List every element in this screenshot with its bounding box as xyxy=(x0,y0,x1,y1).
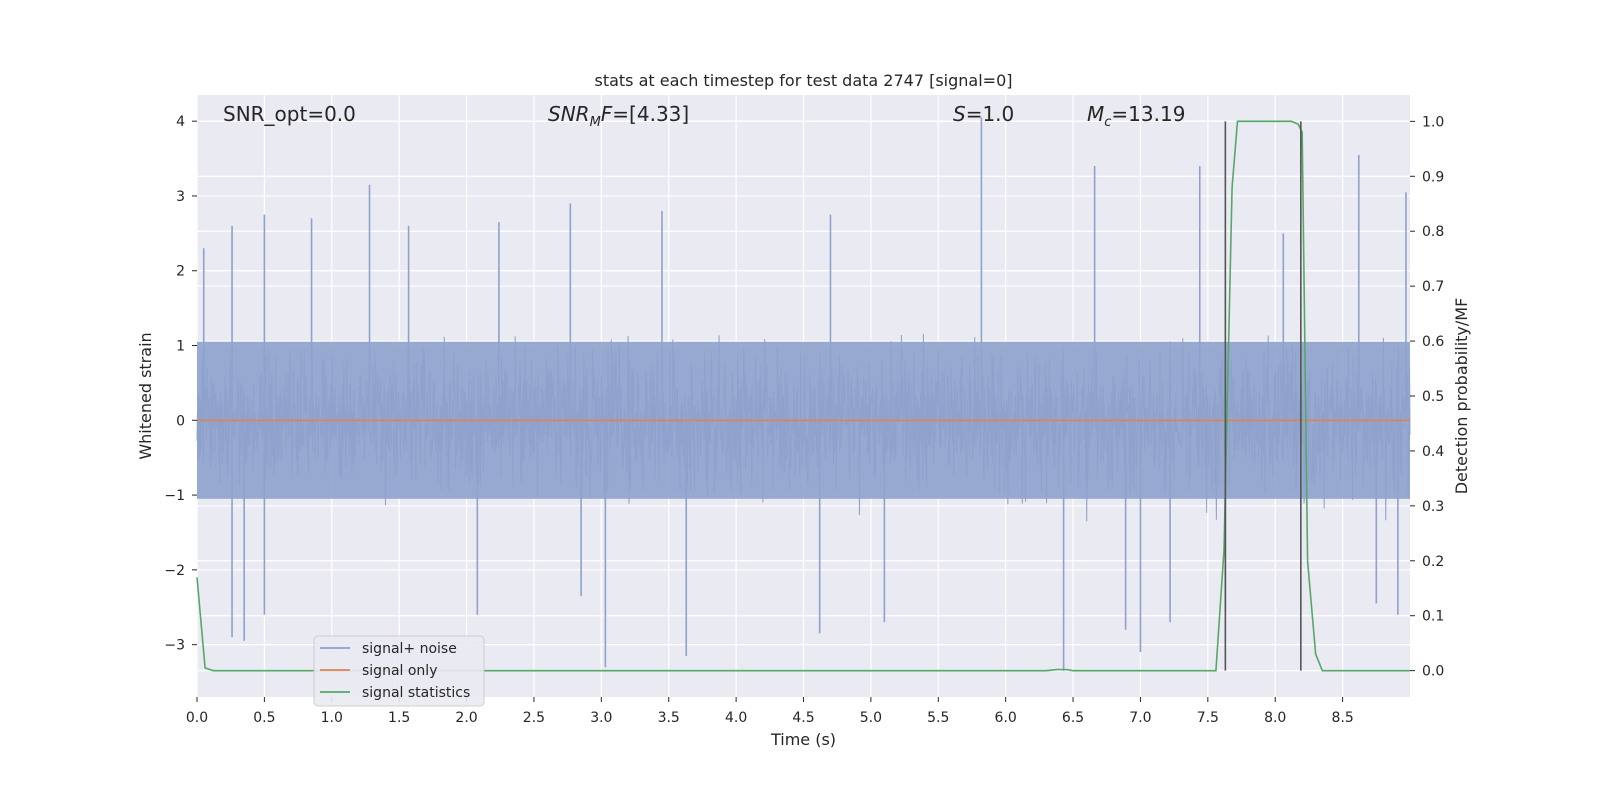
annotation-s: S=1.0 xyxy=(953,102,1014,126)
x-tick-label: 0.0 xyxy=(186,710,208,726)
legend-label: signal only xyxy=(362,663,437,679)
x-tick-label: 0.5 xyxy=(253,710,275,726)
annotation-mc-symbol: M xyxy=(1087,102,1104,126)
y-right-tick-label: 0.5 xyxy=(1422,389,1444,405)
x-tick-label: 6.0 xyxy=(995,710,1017,726)
legend-box xyxy=(313,635,485,707)
x-tick-label: 4.5 xyxy=(792,710,814,726)
x-axis-label: Time (s) xyxy=(770,730,836,749)
y-right-tick-label: 0.7 xyxy=(1422,279,1444,295)
legend-label: signal+ noise xyxy=(362,641,457,657)
annotation-snr-opt: SNR_opt=0.0 xyxy=(223,102,356,126)
annotation-mc-value: =13.19 xyxy=(1111,102,1185,126)
x-tick-label: 5.5 xyxy=(927,710,949,726)
annotation-s-symbol: S xyxy=(953,102,966,126)
y-left-tick-label: −3 xyxy=(164,638,185,654)
x-tick-label: 1.5 xyxy=(388,710,410,726)
chart-title: stats at each timestep for test data 274… xyxy=(594,71,1012,90)
y-left-tick-label: 0 xyxy=(176,413,185,429)
annotation-snr-mf-tail: F xyxy=(601,102,613,126)
annotation-snr-mf-symbol: SNR xyxy=(548,102,590,126)
x-tick-label: 2.5 xyxy=(523,710,545,726)
x-tick-label: 5.0 xyxy=(860,710,882,726)
y-left-tick-label: 3 xyxy=(176,189,185,205)
x-tick-label: 4.0 xyxy=(725,710,747,726)
annotation-snr-mf: SNRMF=[4.33] xyxy=(548,102,689,130)
y-right-tick-label: 0.6 xyxy=(1422,334,1444,350)
annotation-mc-subscript: c xyxy=(1104,115,1111,130)
x-tick-label: 2.0 xyxy=(455,710,477,726)
y-right-tick-label: 0.1 xyxy=(1422,609,1444,625)
x-tick-label: 3.5 xyxy=(658,710,680,726)
y-right-tick-label: 0.3 xyxy=(1422,499,1444,515)
x-tick-label: 7.0 xyxy=(1129,710,1151,726)
x-tick-label: 6.5 xyxy=(1062,710,1084,726)
y-right-tick-label: 0.2 xyxy=(1422,554,1444,570)
y-right-tick-label: 0.9 xyxy=(1422,169,1444,185)
x-tick-label: 8.0 xyxy=(1264,710,1286,726)
y-axis-right-label: Detection probability/MF xyxy=(1452,298,1471,495)
legend: signal+ noise signal only signal statistic… xyxy=(313,635,485,707)
x-tick-label: 7.5 xyxy=(1197,710,1219,726)
annotation-snr-mf-subscript: M xyxy=(590,115,601,130)
annotation-mc: Mc=13.19 xyxy=(1087,102,1185,130)
y-left-tick-label: −1 xyxy=(164,488,185,504)
y-right-tick-label: 0.4 xyxy=(1422,444,1444,460)
legend-label: signal statistics xyxy=(362,685,470,701)
ticks-layer: 0.0 0.5 1.0 1.5 2.0 2.5 3.0 3.5 4.0 4.5 5.0 5.5 6.0 6… xyxy=(164,114,1444,726)
x-tick-label: 3.0 xyxy=(590,710,612,726)
y-left-tick-label: −2 xyxy=(164,563,185,579)
annotation-snr-mf-value: =[4.33] xyxy=(612,102,689,126)
y-left-tick-label: 4 xyxy=(176,114,185,130)
y-axis-left-label: Whitened strain xyxy=(136,332,155,459)
y-right-tick-label: 0.8 xyxy=(1422,224,1444,240)
x-tick-label: 1.0 xyxy=(321,710,343,726)
y-left-tick-label: 1 xyxy=(176,339,185,355)
y-right-tick-label: 1.0 xyxy=(1422,114,1444,130)
x-tick-label: 8.5 xyxy=(1331,710,1353,726)
y-right-tick-label: 0.0 xyxy=(1422,664,1444,680)
annotation-s-value: =1.0 xyxy=(966,102,1015,126)
y-left-tick-label: 2 xyxy=(176,264,185,280)
